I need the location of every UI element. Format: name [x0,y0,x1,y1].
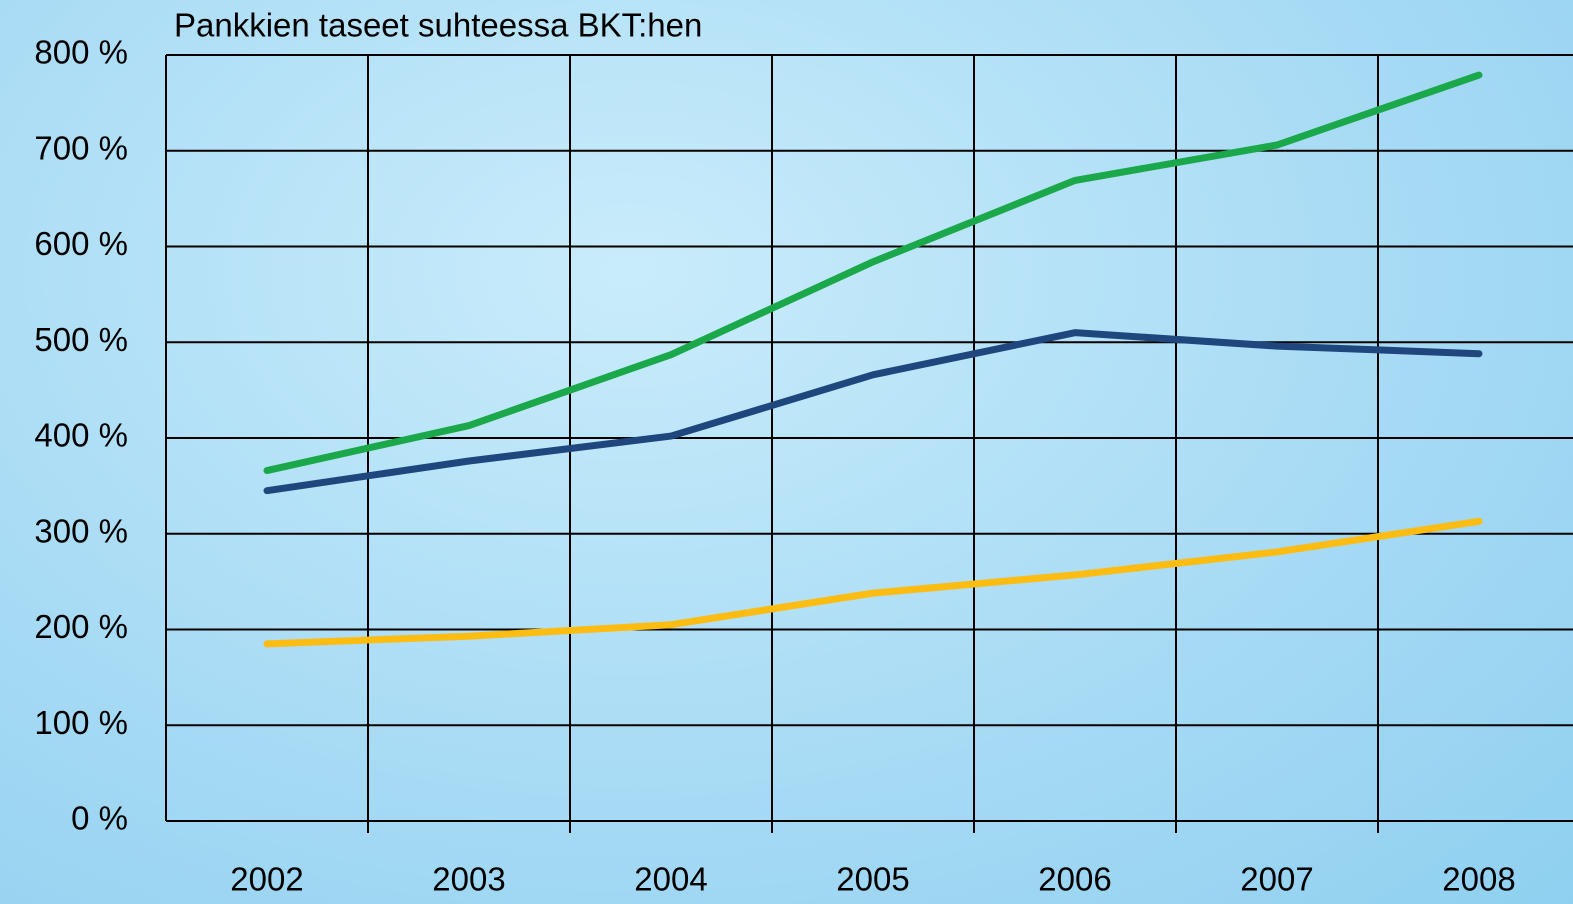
x-tick-label: 2004 [634,861,707,898]
y-tick-label: 600 % [34,225,128,262]
x-tick-label: 2002 [230,861,303,898]
series-line [263,517,1483,648]
y-tick-label: 500 % [34,321,128,358]
x-tick-label: 2007 [1240,861,1313,898]
y-tick-label: 800 % [34,34,128,71]
y-tick-label: 300 % [34,512,128,549]
y-tick-label: 100 % [34,704,128,741]
chart-title: Pankkien taseet suhteessa BKT:hen [174,7,702,44]
series-line [263,329,1483,495]
series-line [263,71,1483,475]
y-tick-label: 700 % [34,129,128,166]
y-tick-label: 200 % [34,608,128,645]
y-tick-label: 400 % [34,417,128,454]
x-tick-label: 2005 [836,861,909,898]
x-tick-label: 2008 [1442,861,1515,898]
y-tick-label: 0 % [71,800,128,837]
x-tick-label: 2006 [1038,861,1111,898]
x-tick-label: 2003 [432,861,505,898]
